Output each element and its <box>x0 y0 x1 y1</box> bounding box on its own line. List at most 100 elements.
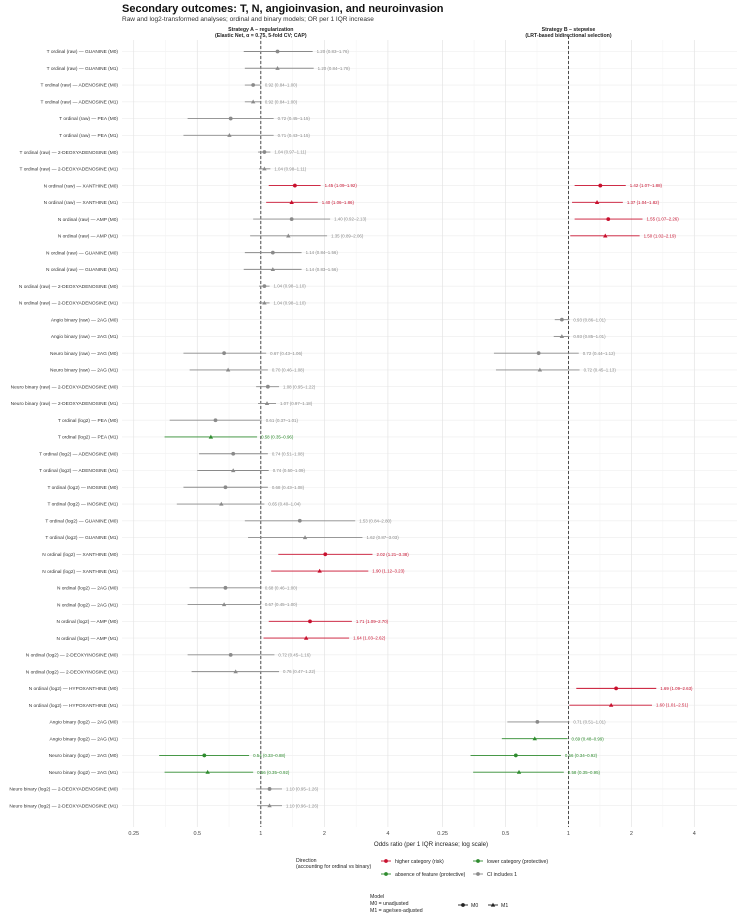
estimate-label: 1.35 (0.89–2.06) <box>331 233 364 238</box>
point-estimate-m1 <box>275 65 280 70</box>
point-estimate-m1 <box>270 267 276 271</box>
legend-direction-subtitle: (accounting for ordinal vs binary) <box>296 864 372 870</box>
row-label: N ordinal (raw) — GUANINE (M0) <box>46 250 118 256</box>
estimate-label: 1.10 (0.96–1.26) <box>286 803 319 808</box>
estimate-label: 1.64 (1.03–2.62) <box>353 636 386 641</box>
estimate-label: 0.61 (0.37–1.01) <box>266 418 299 423</box>
legend-model-circle <box>461 903 465 907</box>
legend-model-label: M0 <box>471 903 478 909</box>
row-label: N ordinal (log2) — 2-DEOXYINOSINE (M1) <box>26 669 119 675</box>
row-label: N ordinal (raw) — AMP (M1) <box>58 234 119 240</box>
point-estimate-m1 <box>205 769 210 774</box>
row-label: T ordinal (raw) — 2-DEOXYADENOSINE (M0) <box>20 150 119 156</box>
panel-title-line1: Strategy A – regularization <box>228 27 293 33</box>
point-estimate-m0 <box>228 652 233 657</box>
point-estimate-m0 <box>262 150 267 154</box>
estimate-label: 0.92 (0.84–1.00) <box>265 99 298 104</box>
row-label: Angio binary (raw) — 2AG (M0) <box>51 317 119 323</box>
estimate-label: 2.02 (1.21–3.38) <box>376 552 409 557</box>
chart-subtitle: Raw and log2-transformed analyses; ordin… <box>122 16 374 23</box>
point-estimate-m0 <box>292 183 297 188</box>
point-estimate-m1 <box>303 635 309 640</box>
row-label: N ordinal (log2) — HYPOXANTHINE (M1) <box>29 703 119 709</box>
panel-title-line1: Strategy B – stepwise <box>542 27 596 33</box>
x-tick-label: 0.25 <box>437 831 448 837</box>
legend-model-title: Model <box>370 894 384 900</box>
x-axis-label: Odds ratio (per 1 IQR increase; log scal… <box>374 841 488 848</box>
legend-direction-label: higher category (risk) <box>395 859 444 865</box>
estimate-label: 0.58 (0.35–0.95) <box>568 770 601 775</box>
point-estimate-m1 <box>608 702 614 707</box>
row-label: T ordinal (raw) — PEA (M1) <box>59 133 118 139</box>
row-label: N ordinal (log2) — XANTHINE (M1) <box>42 569 118 575</box>
point-estimate-m1 <box>302 535 308 540</box>
legend-model-label: M1 <box>501 903 508 909</box>
row-label: N ordinal (raw) — 2-DEOXYADENOSINE (M0) <box>19 284 118 290</box>
estimate-label: 1.37 (1.04–1.82) <box>627 200 660 205</box>
row-label: Neuro binary (raw) — 2-DEOXYADENOSINE (M… <box>11 401 119 407</box>
estimate-label: 0.71 (0.51–1.01) <box>573 720 606 725</box>
point-estimate-m1 <box>227 133 232 137</box>
point-estimate-m0 <box>202 753 207 758</box>
panel-title-line2: (Elastic Net, α = 0.75, 5-fold CV; CAP) <box>215 33 307 39</box>
x-tick-label: 0.5 <box>193 831 201 837</box>
legend-direction-label: lower category (protective) <box>487 859 548 865</box>
estimate-label: 0.71 (0.43–1.15) <box>278 133 311 138</box>
point-estimate-m0 <box>231 451 236 456</box>
point-estimate-m1 <box>603 233 608 238</box>
estimate-label: 1.20 (0.84–1.78) <box>318 66 351 71</box>
row-label: N ordinal (raw) — 2-DEOXYADENOSINE (M1) <box>19 301 118 307</box>
point-estimate-m0 <box>606 217 611 222</box>
estimate-label: 1.50 (1.02–2.19) <box>644 233 677 238</box>
legend-key-point <box>476 859 480 863</box>
point-estimate-m0 <box>559 317 564 322</box>
panel-b: 0.25 0.5 1 2 4 Strategy B – stepwise(LRT-base… <box>431 27 737 837</box>
row-label: Angio binary (raw) — 2AG (M1) <box>51 334 119 340</box>
estimate-label: 1.04 (0.98–1.10) <box>274 301 307 306</box>
estimate-label: 1.14 (0.83–1.56) <box>306 267 339 272</box>
estimate-label: 0.76 (0.47–1.22) <box>283 669 316 674</box>
point-estimate-m0 <box>223 485 228 490</box>
row-label: Neuro binary (raw) — 2AG (M1) <box>50 368 118 374</box>
row-label: T ordinal (log2) — GUANINE (M1) <box>45 535 118 541</box>
point-estimate-m1 <box>537 367 543 372</box>
legend-model-m1-def: M1 = age/sex-adjusted <box>370 908 423 914</box>
point-estimate-m0 <box>536 351 541 356</box>
row-label: T ordinal (raw) — GUANINE (M0) <box>47 49 119 55</box>
estimate-label: 0.68 (0.43–1.08) <box>272 485 305 490</box>
panel-title-line2: (LRT-based bidirectional selection) <box>525 33 611 39</box>
estimate-label: 0.72 (0.45–1.16) <box>278 652 311 657</box>
point-estimate-m1 <box>516 769 522 774</box>
point-estimate-m1 <box>219 501 224 506</box>
point-estimate-m0 <box>223 585 228 590</box>
legend-direction-label: absence of feature (protective) <box>395 872 466 878</box>
row-label: T ordinal (log2) — GUANINE (M0) <box>45 518 118 524</box>
panel-a: 0.25 0.5 1 2 4 Strategy A – regularization(El… <box>122 27 431 837</box>
row-label: N ordinal (log2) — AMP (M0) <box>57 619 119 625</box>
point-estimate-m1 <box>208 434 214 439</box>
estimate-label: 0.67 (0.45–1.00) <box>265 602 298 607</box>
point-estimate-m0 <box>267 787 272 791</box>
estimate-label: 1.40 (0.92–2.13) <box>334 217 367 222</box>
row-label: N ordinal (raw) — XANTHINE (M1) <box>44 200 119 206</box>
estimate-label: 1.20 (0.83–1.76) <box>317 49 350 54</box>
row-label: T ordinal (log2) — ADENOSINE (M0) <box>39 451 118 457</box>
legend-direction-title: Direction <box>296 858 317 864</box>
estimate-label: 0.74 (0.51–1.08) <box>272 451 305 456</box>
estimate-label: 1.10 (0.95–1.26) <box>286 787 319 792</box>
point-estimate-m1 <box>262 300 267 305</box>
x-tick-label: 0.25 <box>128 831 139 837</box>
estimate-label: 0.72 (0.45–1.15) <box>278 116 311 121</box>
row-label: T ordinal (raw) — PEA (M0) <box>59 116 118 122</box>
row-label: N ordinal (log2) — 2AG (M1) <box>57 602 118 608</box>
row-label: Angio binary (log2) — 2AG (M1) <box>49 736 118 742</box>
row-label: T ordinal (raw) — ADENOSINE (M0) <box>41 83 119 89</box>
point-estimate-m1 <box>221 602 227 607</box>
estimate-label: 0.72 (0.44–1.12) <box>583 351 616 356</box>
estimate-label: 1.07 (0.97–1.18) <box>280 401 313 406</box>
row-labels: T ordinal (raw) — GUANINE (M0) T ordinal … <box>9 49 118 809</box>
point-estimate-m1 <box>559 334 565 339</box>
point-estimate-m0 <box>213 418 218 423</box>
point-estimate-m0 <box>513 753 518 758</box>
estimate-label: 1.42 (1.07–1.88) <box>630 183 663 188</box>
